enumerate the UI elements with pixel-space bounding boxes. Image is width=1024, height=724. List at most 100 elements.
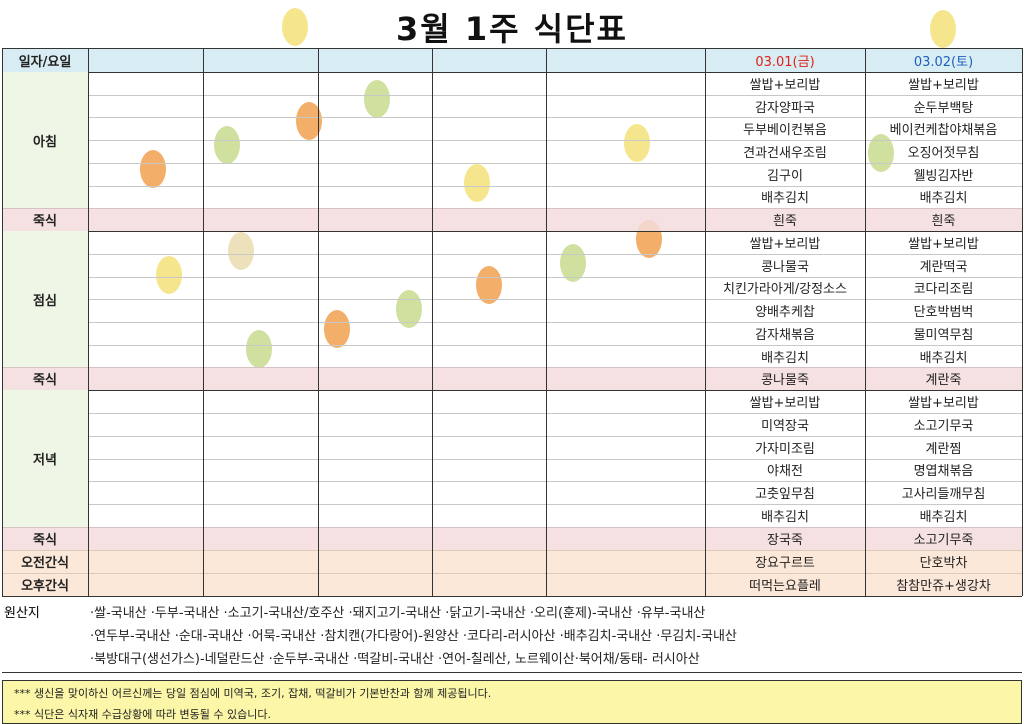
- decor-dot: [560, 244, 586, 282]
- meal-label: 죽식: [33, 373, 57, 389]
- col-line: [1022, 48, 1023, 596]
- row-line: [2, 671, 1022, 673]
- decor-dot: [228, 232, 254, 270]
- menu-item: 떠먹는요플레: [749, 578, 821, 594]
- decor-dot: [364, 80, 390, 118]
- sub-line: [88, 276, 1022, 278]
- menu-item: 쌀밥+보리밥: [908, 237, 979, 253]
- menu-item: 견과건새우조림: [743, 145, 827, 161]
- row-line: [2, 595, 1022, 597]
- menu-item: 계란찜: [925, 441, 962, 457]
- col-line: [318, 48, 319, 596]
- menu-item: 치킨가라아게/강정소스: [723, 282, 847, 298]
- meal-label: 점심: [33, 293, 57, 309]
- menu-item: 김구이: [767, 168, 803, 184]
- menu-item: 흰죽: [773, 214, 797, 230]
- menu-item: 참참만쥬+생강차: [896, 578, 991, 594]
- menu-item: 장요구르트: [755, 555, 815, 571]
- label-bg: [2, 72, 88, 209]
- sub-line: [88, 503, 1022, 505]
- meal-label: 오전간식: [21, 555, 69, 571]
- menu-item: 단호박차: [919, 555, 968, 571]
- day-header: 03.02(토): [913, 54, 974, 70]
- note: *** 식단은 식자재 수급상황에 따라 변동될 수 있습니다.: [14, 707, 271, 721]
- row-line: [2, 72, 1022, 73]
- menu-item: 두부베이컨볶음: [743, 123, 827, 139]
- menu-item: 코다리조림: [913, 282, 974, 298]
- sub-line: [88, 322, 1022, 323]
- sub-line: [88, 344, 1022, 346]
- menu-item: 계란죽: [925, 373, 962, 389]
- row-line: [2, 48, 1022, 49]
- col-line: [705, 48, 706, 596]
- menu-item: 장국죽: [767, 532, 803, 548]
- col-line: [432, 48, 433, 596]
- date-label: 일자/요일: [18, 54, 72, 70]
- row-bg: [2, 549, 1022, 573]
- menu-item: 쌀밥+보리밥: [908, 396, 979, 412]
- menu-item: 쌀밥+보리밥: [749, 237, 821, 253]
- menu-item: 쌀밥+보리밥: [908, 77, 979, 93]
- menu-item: 콩나물죽: [761, 373, 809, 389]
- menu-item: 계란떡국: [919, 259, 968, 275]
- origin-line: ·연두부-국내산 ·순대-국내산 ·어묵-국내산 ·참치캔(가다랑어)-원양산 …: [90, 628, 737, 644]
- menu-item: 배추김치: [919, 509, 968, 525]
- sub-line: [88, 94, 1022, 96]
- decor-dot: [930, 10, 956, 48]
- header-bg: [2, 48, 1022, 72]
- menu-item: 소고기무국: [913, 418, 974, 434]
- sub-line: [88, 185, 1022, 187]
- sub-line: [88, 140, 1022, 142]
- menu-item: 콩나물국: [761, 259, 809, 275]
- decor-dot: [296, 102, 322, 140]
- sub-line: [88, 299, 1022, 301]
- menu-item: 야채전: [767, 464, 803, 480]
- sub-line: [88, 435, 1022, 437]
- decor-dot: [140, 150, 166, 188]
- origin-line: ·북방대구(생선가스)-네덜란드산 ·순두부-국내산 ·떡갈비-국내산 ·연어-…: [90, 651, 700, 667]
- decor-dot: [246, 330, 272, 368]
- menu-item: 웰빙김자반: [913, 168, 974, 184]
- note: *** 생신을 맞이하신 어르신께는 당일 점심에 미역국, 조기, 잡채, 떡…: [14, 686, 492, 700]
- menu-item: 배추김치: [761, 350, 809, 366]
- meal-label: 저녁: [33, 452, 57, 468]
- decor-dot: [624, 124, 650, 162]
- sub-line: [88, 253, 1022, 255]
- menu-item: 소고기무죽: [913, 532, 974, 548]
- menu-item: 오징어젓무침: [907, 145, 980, 161]
- decor-dot: [282, 8, 308, 46]
- meal-label: 죽식: [33, 214, 57, 230]
- col-line: [546, 48, 547, 596]
- menu-item: 쌀밥+보리밥: [749, 396, 821, 412]
- origin-line: ·쌀-국내산 ·두부-국내산 ·소고기-국내산/호주산 ·돼지고기-국내산 ·닭…: [90, 605, 706, 621]
- sub-line: [88, 458, 1022, 460]
- notes-box: [2, 679, 1022, 724]
- meal-label: 아침: [33, 134, 57, 150]
- col-line: [203, 48, 204, 596]
- menu-item: 감자양파국: [755, 100, 815, 116]
- row-line: [2, 390, 1022, 392]
- menu-item: 미역장국: [761, 418, 809, 434]
- meal-label: 오후간식: [21, 578, 69, 594]
- label-bg: [2, 390, 88, 527]
- sub-line: [88, 481, 1022, 483]
- sub-line: [88, 162, 1022, 164]
- menu-item: 흰죽: [931, 214, 956, 230]
- menu-item: 베이컨케찹야채볶음: [889, 123, 998, 139]
- row-bg: [2, 208, 1022, 232]
- row-line: [2, 231, 1022, 233]
- decor-dot: [476, 266, 502, 304]
- origin-label: 원산지: [4, 605, 40, 621]
- sub-line: [88, 117, 1022, 119]
- decor-dot: [396, 290, 422, 328]
- menu-item: 배추김치: [761, 509, 809, 525]
- col-line: [2, 48, 3, 596]
- row-bg: [2, 526, 1022, 550]
- menu-item: 감자채볶음: [755, 327, 815, 343]
- label-bg: [2, 231, 88, 368]
- col-line: [865, 48, 866, 596]
- row-bg: [2, 572, 1022, 596]
- day-header: 03.01(금): [755, 54, 815, 70]
- menu-item: 양배추케찹: [755, 305, 815, 321]
